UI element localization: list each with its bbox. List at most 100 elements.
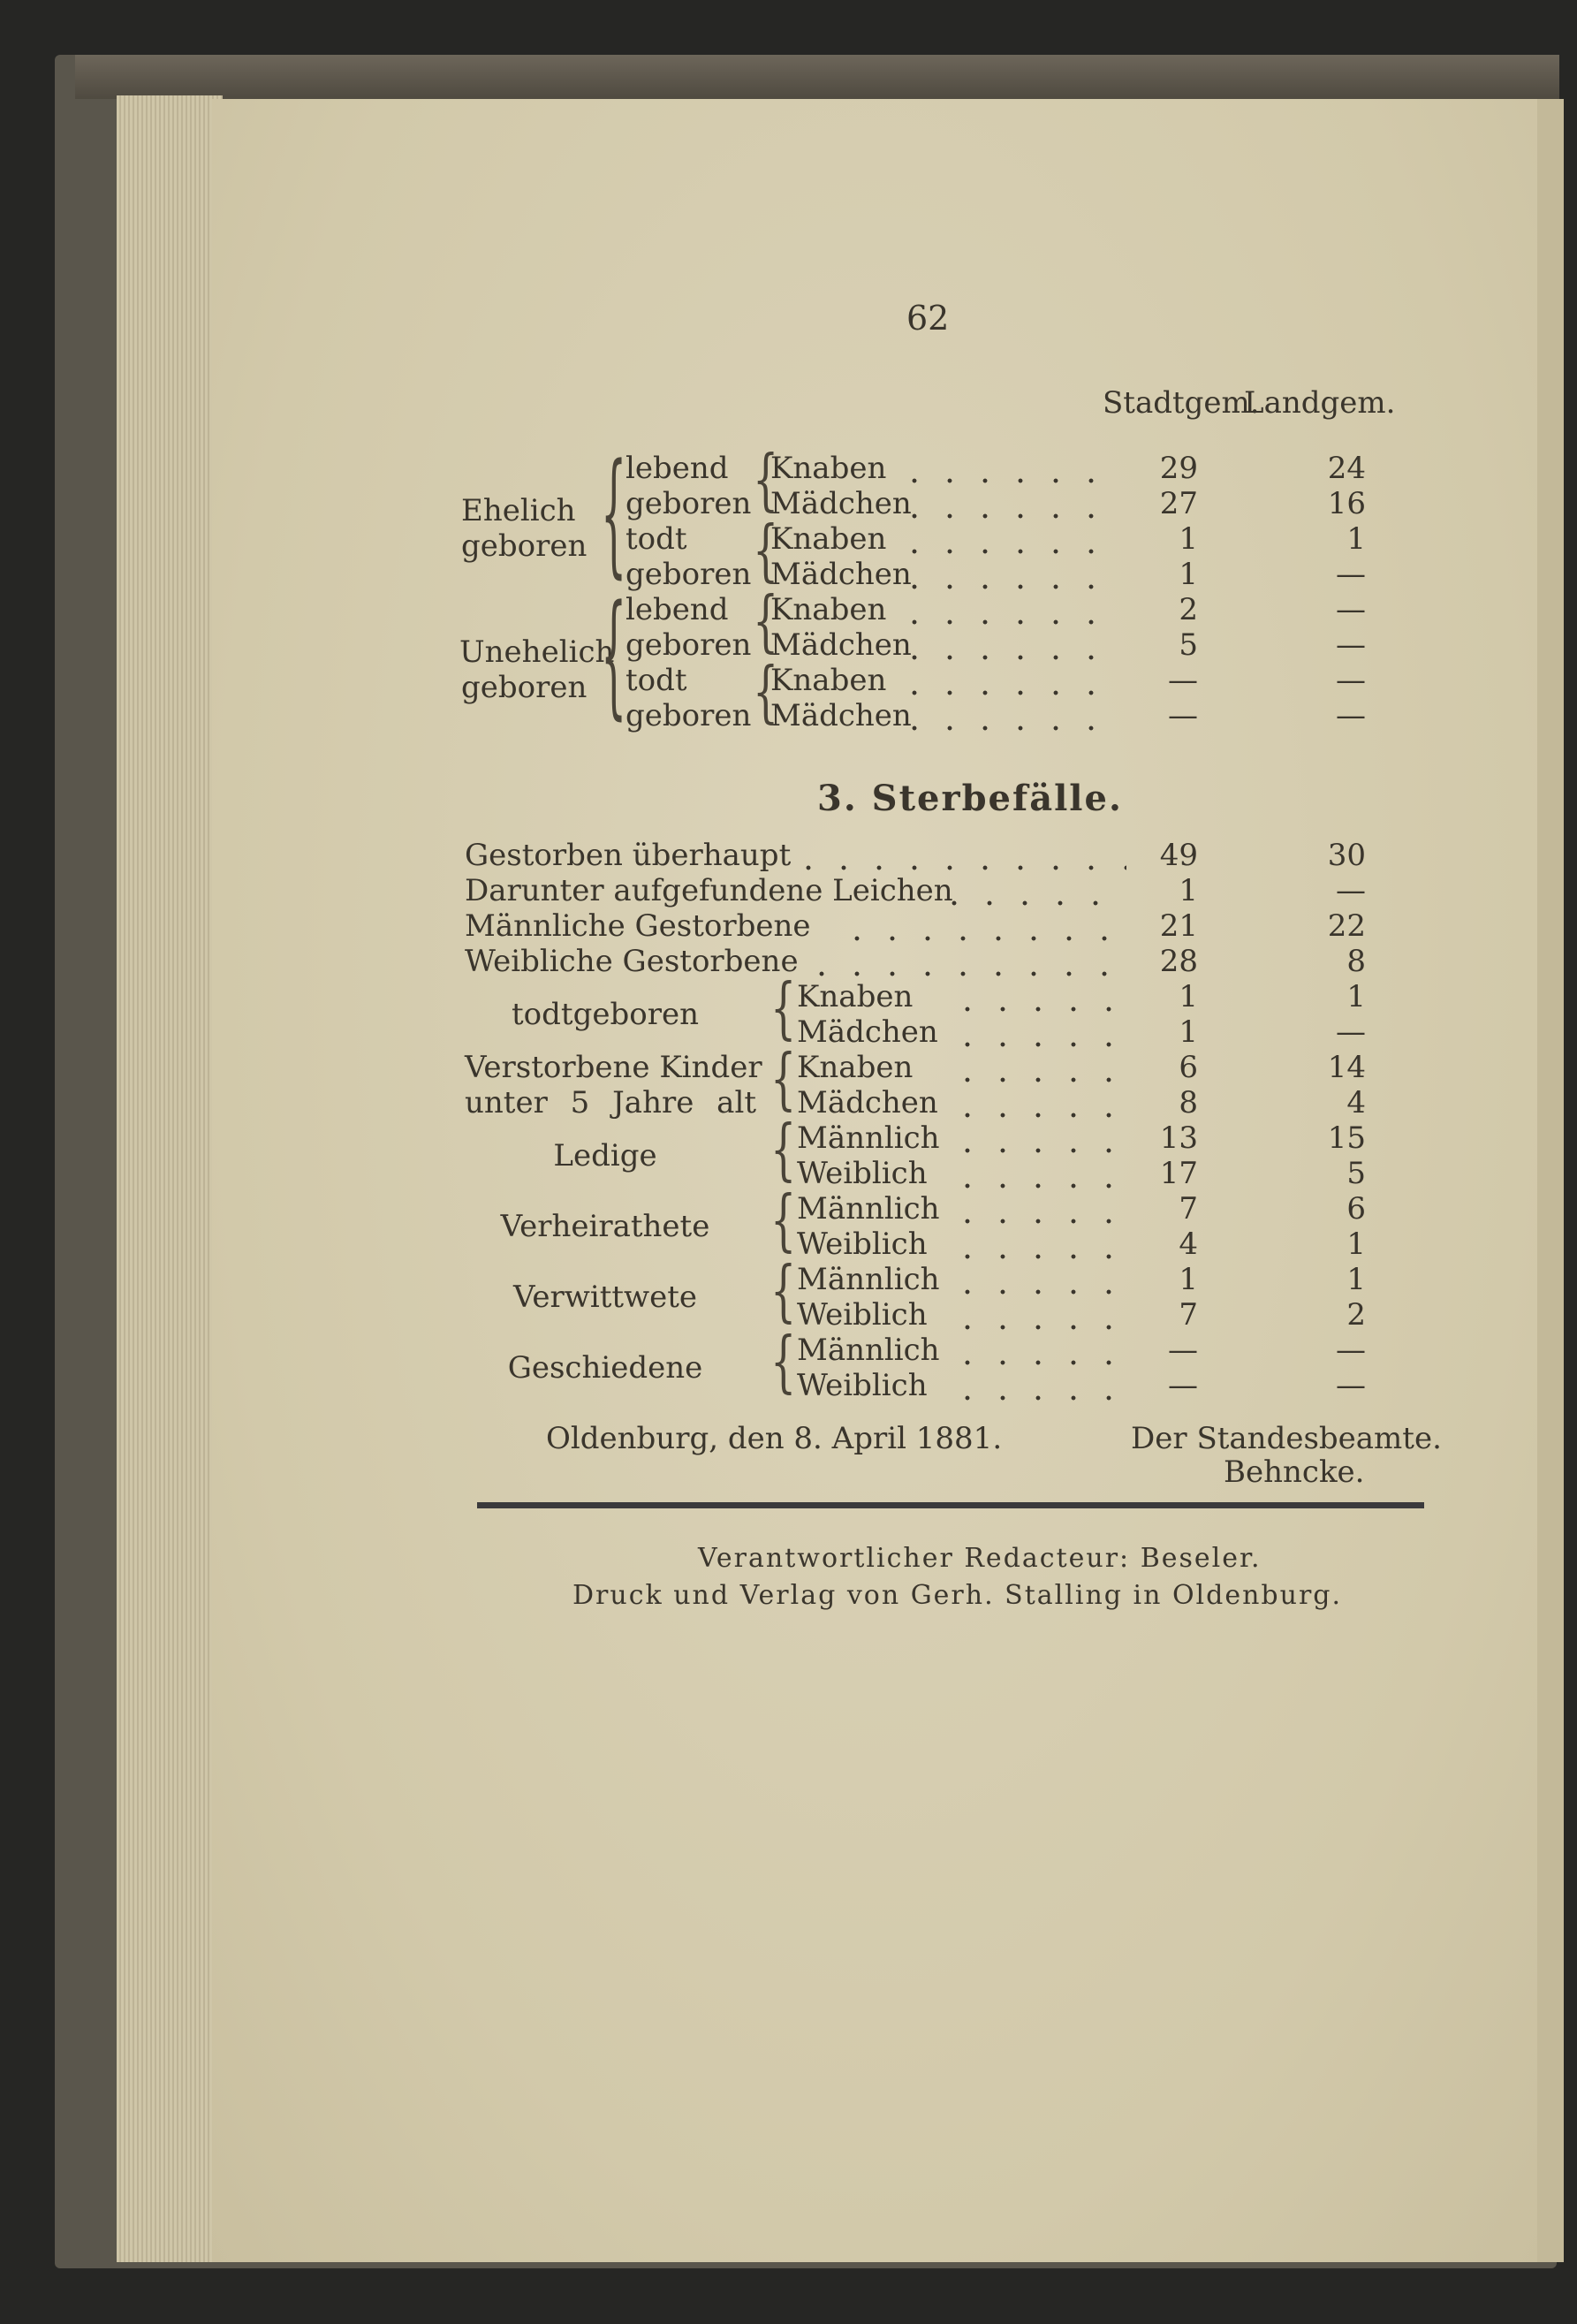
birth-group-label: Unehelich — [459, 634, 615, 670]
dot-leader — [897, 627, 1118, 663]
value-stadtgem: — — [1168, 1368, 1198, 1403]
row-label: Weiblich — [797, 1297, 928, 1333]
value-stadtgem: 8 — [1179, 1085, 1198, 1120]
value-stadtgem: 7 — [1179, 1191, 1198, 1227]
value-stadtgem: 7 — [1179, 1297, 1198, 1333]
divider-rule — [477, 1502, 1424, 1508]
row-label: Mädchen — [770, 557, 912, 592]
brace-icon: { — [770, 1109, 797, 1189]
dot-leader — [950, 1262, 1126, 1297]
death-group-label: unter 5 Jahre alt — [465, 1085, 756, 1120]
birth-status-label: geboren — [625, 627, 752, 663]
dot-leader — [897, 521, 1118, 557]
birth-status-label: geboren — [625, 486, 752, 521]
birth-status-label: todt — [625, 663, 687, 698]
value-stadtgem: 21 — [1159, 908, 1198, 944]
value-stadtgem: 49 — [1159, 838, 1198, 873]
brace-icon: { — [753, 651, 779, 731]
value-landgem: 15 — [1327, 1120, 1366, 1156]
row-label: Männlich — [797, 1333, 940, 1368]
column-header-stadtgem: Stadtgem. — [1103, 385, 1260, 421]
death-group-label: todtgeboren — [512, 997, 699, 1032]
value-landgem: — — [1336, 592, 1366, 627]
dot-leader — [804, 944, 1126, 979]
value-landgem: — — [1336, 1014, 1366, 1050]
death-row-label: Darunter aufgefundene Leichen — [465, 873, 953, 908]
dot-leader — [950, 1085, 1126, 1120]
brace-icon: { — [770, 968, 797, 1047]
death-group-label: Verheirathete — [500, 1209, 710, 1244]
page-edges — [117, 95, 223, 2262]
value-stadtgem: — — [1168, 1333, 1198, 1368]
death-row-label: Gestorben überhaupt — [465, 838, 792, 873]
row-label: Weiblich — [797, 1227, 928, 1262]
dot-leader — [791, 838, 1126, 873]
row-label: Knaben — [770, 451, 887, 486]
row-label: Mädchen — [797, 1014, 938, 1050]
brace-icon: { — [753, 510, 779, 589]
value-landgem: — — [1336, 1368, 1366, 1403]
page-number: 62 — [906, 299, 950, 338]
value-stadtgem: 1 — [1179, 521, 1198, 557]
value-stadtgem: 2 — [1179, 592, 1198, 627]
book-page — [212, 99, 1537, 2262]
death-group-label: Geschiedene — [507, 1350, 703, 1386]
birth-status-label: lebend — [625, 592, 729, 627]
editor-line: Verantwortlicher Redacteur: Beseler. — [698, 1543, 1262, 1574]
value-stadtgem: 6 — [1179, 1050, 1198, 1085]
value-stadtgem: 13 — [1159, 1120, 1198, 1156]
value-landgem: 2 — [1346, 1297, 1366, 1333]
value-stadtgem: 1 — [1179, 557, 1198, 592]
row-label: Männlich — [797, 1262, 940, 1297]
value-landgem: 24 — [1327, 451, 1366, 486]
value-landgem: 8 — [1346, 944, 1366, 979]
dot-leader — [950, 1014, 1126, 1050]
birth-group-label: geboren — [461, 670, 588, 705]
brace-icon: { — [601, 433, 627, 591]
value-landgem: 1 — [1346, 521, 1366, 557]
dot-leader — [950, 1368, 1126, 1403]
row-label: Männlich — [797, 1120, 940, 1156]
dot-leader — [839, 908, 1126, 944]
dot-leader — [897, 451, 1118, 486]
birth-status-label: lebend — [625, 451, 729, 486]
value-landgem: 16 — [1327, 486, 1366, 521]
death-group-label: Verstorbene Kinder — [465, 1050, 762, 1085]
value-stadtgem: 1 — [1179, 1262, 1198, 1297]
value-stadtgem: 27 — [1159, 486, 1198, 521]
birth-status-label: geboren — [625, 698, 752, 733]
dot-leader — [897, 663, 1118, 698]
death-group-label: Verwittwete — [512, 1280, 698, 1315]
value-stadtgem: 29 — [1159, 451, 1198, 486]
dot-leader — [897, 486, 1118, 521]
value-landgem: 1 — [1346, 1262, 1366, 1297]
brace-icon: { — [770, 1180, 797, 1259]
value-stadtgem: 17 — [1159, 1156, 1198, 1191]
brace-icon: { — [753, 439, 779, 519]
row-label: Mädchen — [770, 698, 912, 733]
value-landgem: 1 — [1346, 979, 1366, 1014]
dot-leader — [950, 1120, 1126, 1156]
row-label: Knaben — [797, 1050, 914, 1085]
column-header-landgem: Landgem. — [1244, 385, 1396, 421]
dot-leader — [950, 1156, 1126, 1191]
value-landgem: 6 — [1346, 1191, 1366, 1227]
dot-leader — [950, 1191, 1126, 1227]
brace-icon: { — [753, 581, 779, 660]
death-row-label: Weibliche Gestorbene — [465, 944, 799, 979]
dot-leader — [897, 557, 1118, 592]
book-cover-top-edge — [75, 55, 1559, 99]
row-label: Knaben — [770, 663, 887, 698]
value-landgem: 1 — [1346, 1227, 1366, 1262]
value-landgem: 5 — [1346, 1156, 1366, 1191]
birth-group-label: Ehelich — [461, 493, 576, 528]
row-label: Mädchen — [770, 627, 912, 663]
brace-icon: { — [770, 1250, 797, 1330]
page-right-edge — [1537, 99, 1564, 2262]
value-landgem: — — [1336, 663, 1366, 698]
dot-leader — [950, 1297, 1126, 1333]
death-row-label: Männliche Gestorbene — [465, 908, 811, 944]
value-landgem: 14 — [1327, 1050, 1366, 1085]
value-landgem: 22 — [1327, 908, 1366, 944]
value-stadtgem: 4 — [1179, 1227, 1198, 1262]
